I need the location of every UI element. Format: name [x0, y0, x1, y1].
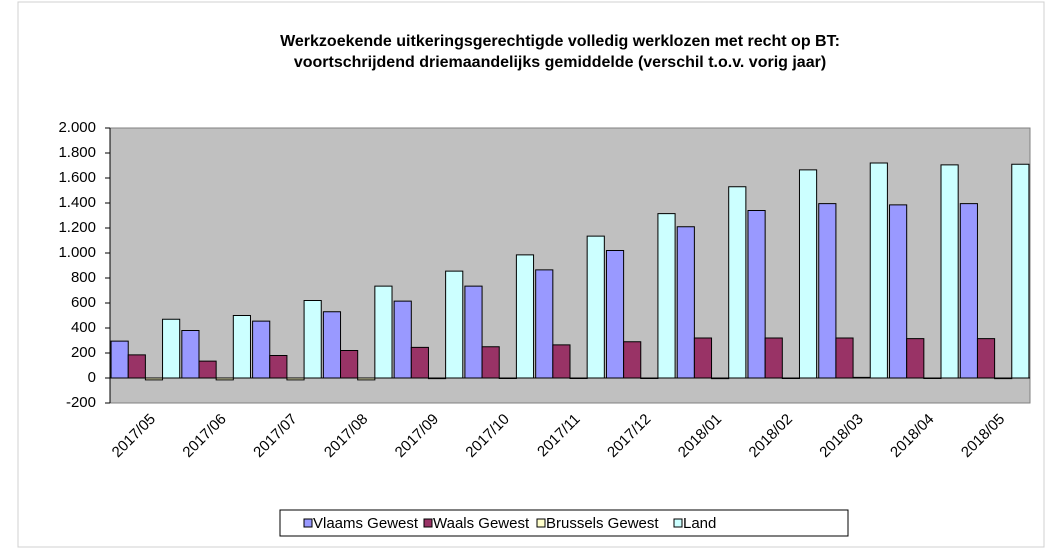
- legend-swatch: [303, 518, 313, 528]
- bar: [481, 346, 500, 379]
- y-tick-label: 1.800: [58, 144, 96, 161]
- bar: [976, 338, 996, 379]
- bar: [676, 226, 695, 379]
- bar: [410, 346, 429, 379]
- bar: [623, 341, 642, 379]
- bar: [393, 300, 412, 379]
- bar: [1011, 163, 1030, 379]
- y-tick-label: 1.200: [58, 219, 96, 236]
- bar: [586, 235, 605, 379]
- chart-title: Werkzoekende uitkeringsgerechtigde volle…: [280, 33, 840, 50]
- bar: [906, 338, 925, 379]
- bar: [657, 213, 676, 379]
- bar: [232, 315, 251, 379]
- bar: [445, 270, 464, 379]
- legend-label: Brussels Gewest: [546, 515, 659, 532]
- bar: [464, 285, 483, 379]
- bar: [252, 320, 271, 379]
- chart-title: voortschrijdend driemaandelijks gemiddel…: [294, 54, 826, 71]
- legend-label: Waals Gewest: [433, 515, 530, 532]
- bar: [693, 337, 713, 379]
- bar: [198, 360, 217, 379]
- y-tick-label: 1.600: [58, 169, 96, 186]
- bar: [340, 350, 359, 379]
- bar: [728, 186, 747, 379]
- y-tick-label: 0: [88, 369, 96, 386]
- legend-label: Vlaams Gewest: [313, 515, 419, 532]
- bar: [940, 164, 959, 379]
- y-tick-label: 1.400: [58, 194, 96, 211]
- bar: [764, 337, 783, 379]
- y-tick-label: -200: [66, 394, 96, 411]
- bar: [162, 318, 181, 379]
- legend-swatch: [423, 518, 433, 528]
- legend-label: Land: [683, 515, 716, 532]
- bar: [269, 355, 288, 379]
- bar: [515, 254, 535, 379]
- bar: [303, 300, 322, 379]
- y-tick-label: 400: [71, 319, 96, 336]
- bar: [747, 210, 766, 379]
- bar: [181, 330, 200, 379]
- bar: [835, 337, 854, 379]
- bar: [869, 162, 888, 379]
- bar: [959, 203, 978, 379]
- y-tick-label: 1.000: [58, 244, 96, 261]
- bar: [605, 250, 625, 379]
- legend-swatch: [536, 518, 546, 528]
- bar: [798, 169, 818, 379]
- bar: [818, 203, 837, 379]
- bar: [535, 269, 554, 379]
- bar: [374, 285, 393, 379]
- y-tick-label: 2.000: [58, 119, 96, 136]
- bar: [552, 344, 571, 379]
- y-tick-label: 200: [71, 344, 96, 361]
- y-tick-label: 800: [71, 269, 96, 286]
- legend-box: [279, 509, 849, 537]
- legend-swatch: [673, 518, 683, 528]
- y-tick-label: 600: [71, 294, 96, 311]
- bar: [322, 311, 342, 379]
- bar: [127, 354, 146, 379]
- bar: [110, 340, 129, 379]
- bar: [889, 204, 908, 379]
